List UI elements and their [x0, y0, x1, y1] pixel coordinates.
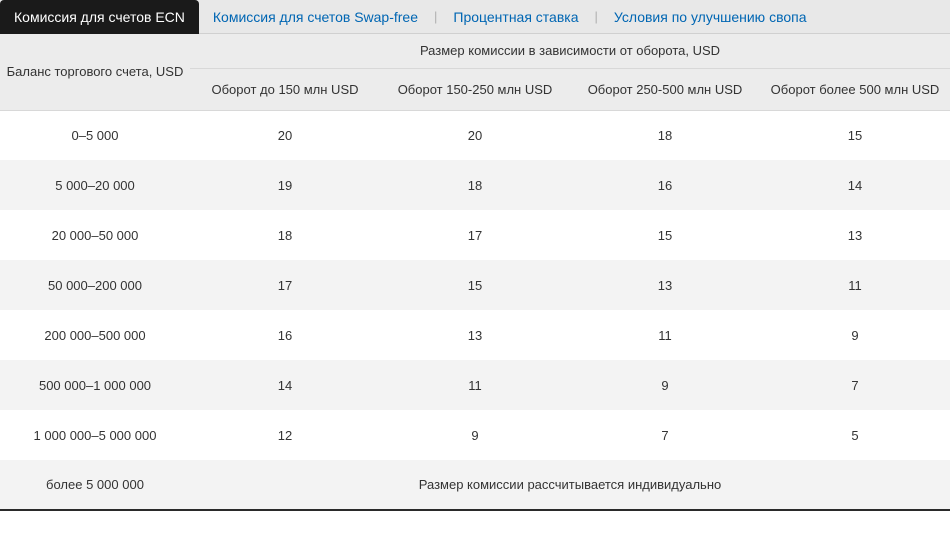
balance-range-cell: 200 000–500 000	[0, 310, 190, 360]
tab-separator: |	[432, 9, 439, 24]
commission-value-cell: 17	[190, 260, 380, 310]
table-row: 500 000–1 000 000141197	[0, 360, 950, 410]
commission-value-cell: 13	[570, 260, 760, 310]
commission-value-cell: 19	[190, 160, 380, 210]
balance-range-cell: 500 000–1 000 000	[0, 360, 190, 410]
balance-range-cell: 0–5 000	[0, 110, 190, 160]
balance-range-cell: 20 000–50 000	[0, 210, 190, 260]
table-row: 20 000–50 00018171513	[0, 210, 950, 260]
commission-value-cell: 16	[570, 160, 760, 210]
commission-value-cell: 16	[190, 310, 380, 360]
commission-value-cell: 13	[760, 210, 950, 260]
table-row: 50 000–200 00017151311	[0, 260, 950, 310]
balance-range-cell: более 5 000 000	[0, 460, 190, 510]
table-row: 1 000 000–5 000 00012975	[0, 410, 950, 460]
commission-value-cell: 15	[380, 260, 570, 310]
tab-ecn-commission[interactable]: Комиссия для счетов ECN	[0, 0, 199, 34]
column-header: Оборот до 150 млн USD	[190, 68, 380, 110]
commission-value-cell: 7	[570, 410, 760, 460]
commission-value-cell: 12	[190, 410, 380, 460]
tab-interest-rate[interactable]: Процентная ставка	[439, 0, 592, 34]
commission-value-cell: 18	[380, 160, 570, 210]
table-row: 5 000–20 00019181614	[0, 160, 950, 210]
tab-separator: |	[593, 9, 600, 24]
table-row: 200 000–500 0001613119	[0, 310, 950, 360]
commission-value-cell: 5	[760, 410, 950, 460]
commission-value-cell: 15	[760, 110, 950, 160]
commission-value-cell: 18	[190, 210, 380, 260]
tab-swap-free-commission[interactable]: Комиссия для счетов Swap-free	[199, 0, 432, 34]
commission-value-cell: 11	[380, 360, 570, 410]
commission-value-cell: 18	[570, 110, 760, 160]
commission-value-cell: 9	[380, 410, 570, 460]
tab-bar: Комиссия для счетов ECN Комиссия для сче…	[0, 0, 950, 34]
balance-range-cell: 5 000–20 000	[0, 160, 190, 210]
individual-note-cell: Размер комиссии рассчитывается индивидуа…	[190, 460, 950, 510]
commission-value-cell: 20	[190, 110, 380, 160]
commission-value-cell: 9	[570, 360, 760, 410]
balance-range-cell: 50 000–200 000	[0, 260, 190, 310]
column-header: Оборот 150-250 млн USD	[380, 68, 570, 110]
column-header: Оборот более 500 млн USD	[760, 68, 950, 110]
commission-value-cell: 9	[760, 310, 950, 360]
commission-table: Баланс торгового счета, USD Размер комис…	[0, 34, 950, 511]
commission-value-cell: 11	[760, 260, 950, 310]
column-header: Оборот 250-500 млн USD	[570, 68, 760, 110]
balance-header: Баланс торгового счета, USD	[0, 34, 190, 110]
commission-value-cell: 14	[190, 360, 380, 410]
table-row: 0–5 00020201815	[0, 110, 950, 160]
commission-value-cell: 17	[380, 210, 570, 260]
balance-range-cell: 1 000 000–5 000 000	[0, 410, 190, 460]
table-body: 0–5 000202018155 000–20 0001918161420 00…	[0, 110, 950, 510]
commission-value-cell: 14	[760, 160, 950, 210]
commission-value-cell: 7	[760, 360, 950, 410]
table-footer-row: более 5 000 000Размер комиссии рассчитыв…	[0, 460, 950, 510]
commission-value-cell: 13	[380, 310, 570, 360]
commission-value-cell: 15	[570, 210, 760, 260]
commission-group-header: Размер комиссии в зависимости от оборота…	[190, 34, 950, 68]
tab-swap-improvement[interactable]: Условия по улучшению свопа	[600, 0, 821, 34]
commission-value-cell: 20	[380, 110, 570, 160]
commission-value-cell: 11	[570, 310, 760, 360]
